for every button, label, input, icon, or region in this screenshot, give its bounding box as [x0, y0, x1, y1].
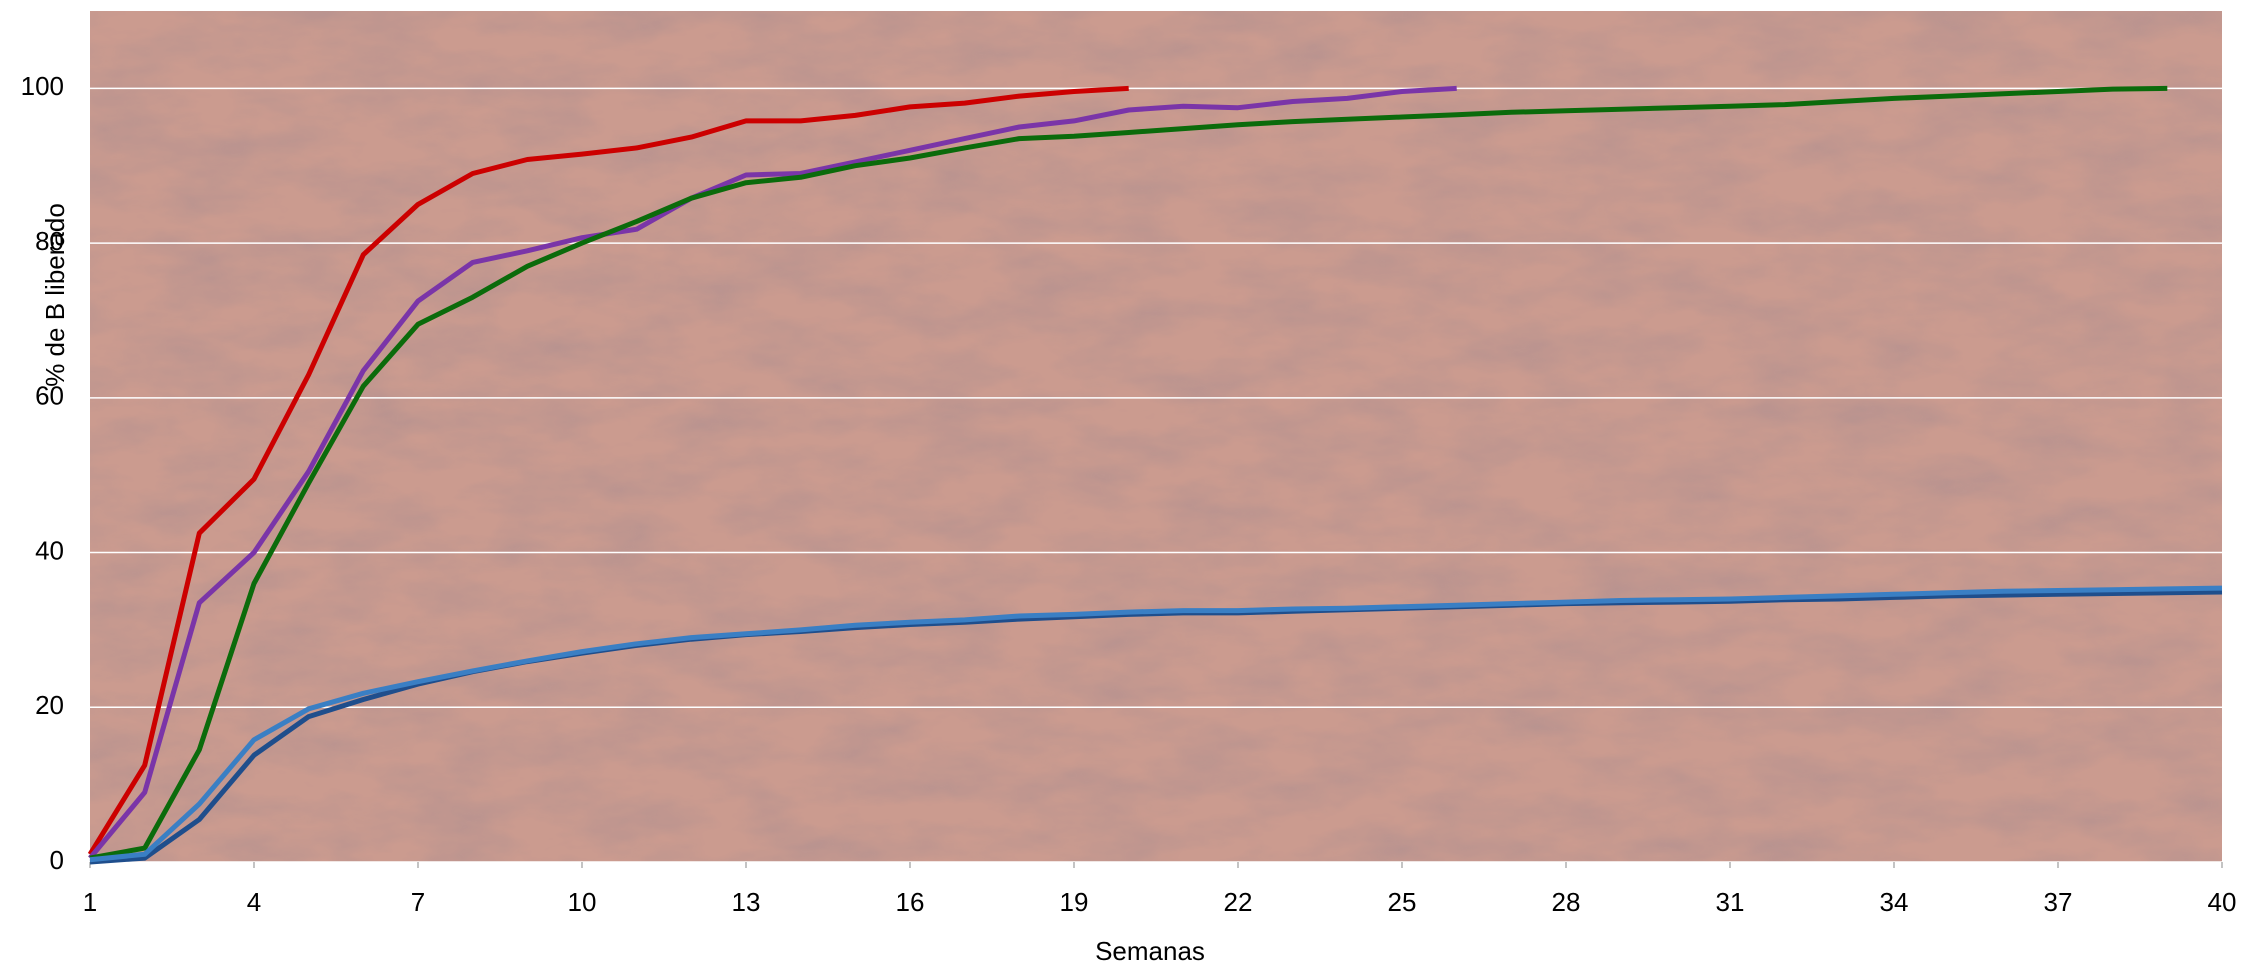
x-tick-label: 34	[1880, 887, 1909, 917]
x-tick-label: 19	[1060, 887, 1089, 917]
x-tick-label: 28	[1552, 887, 1581, 917]
plot-texture	[90, 11, 2222, 862]
x-tick-label: 4	[247, 887, 261, 917]
y-tick-label: 80	[35, 226, 64, 256]
x-tick-label: 10	[568, 887, 597, 917]
y-tick-label: 100	[21, 71, 64, 101]
x-axis-label: Semanas	[1095, 936, 1205, 966]
chart: Semanas % de B liberado 0204060801001471…	[0, 0, 2241, 968]
y-tick-label: 0	[50, 845, 64, 875]
x-tick-label: 40	[2208, 887, 2237, 917]
x-tick-label: 16	[896, 887, 925, 917]
x-tick-label: 13	[732, 887, 761, 917]
x-tick-label: 25	[1388, 887, 1417, 917]
y-tick-label: 40	[35, 535, 64, 565]
x-tick-label: 7	[411, 887, 425, 917]
y-tick-label: 60	[35, 381, 64, 411]
x-tick-label: 22	[1224, 887, 1253, 917]
x-tick-label: 31	[1716, 887, 1745, 917]
x-tick-label: 1	[83, 887, 97, 917]
y-tick-label: 20	[35, 690, 64, 720]
x-tick-label: 37	[2044, 887, 2073, 917]
page: {"chart_data": { "type": "line", "x_labe…	[0, 0, 2241, 968]
